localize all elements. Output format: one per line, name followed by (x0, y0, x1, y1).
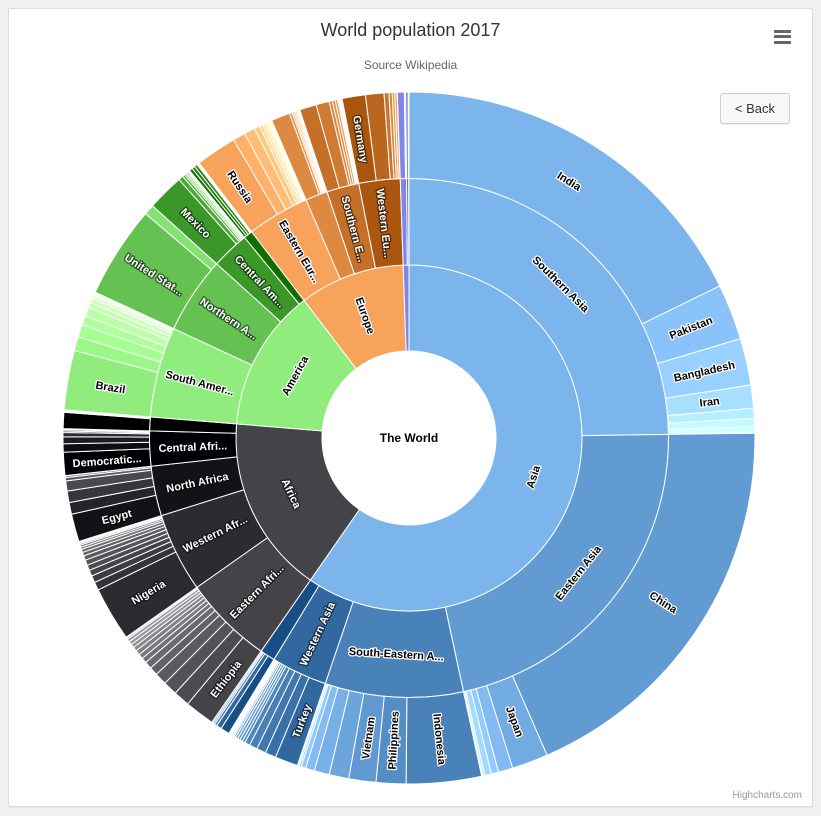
hamburger-icon (772, 29, 792, 44)
slice-cameroon[interactable] (62, 436, 151, 445)
chart-title: World population 2017 (320, 20, 501, 40)
highcharts-credit[interactable]: Highcharts.com (732, 790, 802, 801)
chart-subtitle: Source Wikipedia (363, 58, 458, 72)
back-button[interactable]: < Back (719, 93, 790, 124)
chart-card: World population 2017 Source Wikipedia <… (8, 8, 813, 807)
context-menu-button[interactable] (769, 24, 795, 48)
slice-the-world[interactable] (322, 351, 496, 525)
